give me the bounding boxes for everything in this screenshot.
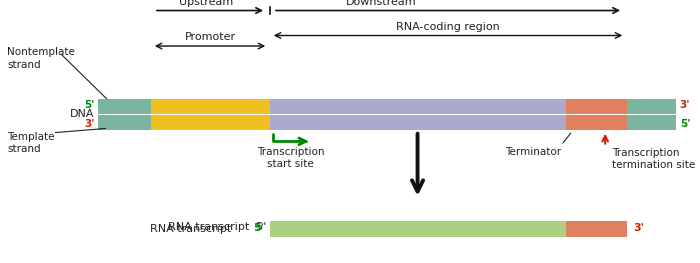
Bar bbox=[150, 99, 270, 114]
Bar bbox=[566, 221, 626, 237]
Text: RNA transcript: RNA transcript bbox=[150, 224, 231, 234]
Bar bbox=[150, 115, 270, 129]
Bar bbox=[270, 115, 626, 129]
Bar bbox=[566, 115, 626, 129]
Text: Template
strand: Template strand bbox=[7, 132, 55, 154]
Text: Nontemplate
strand: Nontemplate strand bbox=[7, 47, 75, 70]
Text: 3': 3' bbox=[680, 100, 690, 110]
Text: 5': 5' bbox=[680, 119, 690, 129]
Text: 5': 5' bbox=[253, 223, 264, 233]
Text: 3': 3' bbox=[634, 223, 645, 233]
Text: 3': 3' bbox=[84, 119, 95, 129]
Text: 5': 5' bbox=[84, 100, 95, 110]
Text: Transcription
termination site: Transcription termination site bbox=[612, 148, 695, 170]
Text: Downstream: Downstream bbox=[346, 0, 416, 7]
Text: Transcription
start site: Transcription start site bbox=[257, 146, 324, 169]
Text: Promoter: Promoter bbox=[184, 32, 236, 42]
Bar bbox=[270, 99, 626, 114]
Text: DNA: DNA bbox=[70, 109, 94, 119]
Text: RNA-coding region: RNA-coding region bbox=[396, 22, 500, 32]
Text: Terminator: Terminator bbox=[505, 146, 561, 157]
Bar bbox=[98, 99, 676, 114]
Text: RNA transcript  5': RNA transcript 5' bbox=[167, 222, 266, 232]
Bar bbox=[98, 115, 676, 129]
Bar bbox=[566, 99, 626, 114]
Bar bbox=[270, 221, 566, 237]
Text: Upstream: Upstream bbox=[179, 0, 234, 7]
